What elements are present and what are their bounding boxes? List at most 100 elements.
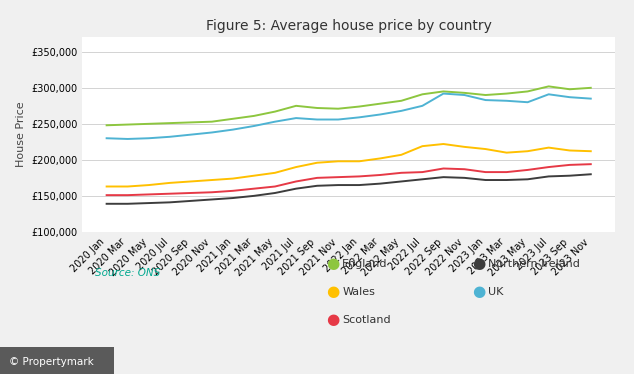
Scotland: [124, 193, 131, 197]
Text: ●: ●: [327, 312, 339, 327]
UK: [439, 91, 447, 96]
Wales: [439, 142, 447, 146]
Text: Source: ONS: Source: ONS: [95, 268, 160, 278]
Text: Figure 5: Average house price by country: Figure 5: Average house price by country: [206, 19, 491, 33]
Text: ●: ●: [472, 256, 485, 271]
Northern Ireland: [503, 178, 510, 182]
Northern Ireland: [313, 184, 321, 188]
England: [545, 84, 552, 89]
Northern Ireland: [377, 181, 384, 186]
UK: [356, 115, 363, 120]
Text: Wales: Wales: [342, 287, 375, 297]
Northern Ireland: [461, 176, 469, 180]
England: [587, 86, 595, 90]
Northern Ireland: [587, 172, 595, 177]
Wales: [187, 179, 195, 184]
Northern Ireland: [566, 174, 574, 178]
Wales: [418, 144, 426, 148]
Wales: [356, 159, 363, 163]
Wales: [461, 145, 469, 149]
UK: [250, 124, 258, 128]
Wales: [166, 181, 174, 185]
Wales: [334, 159, 342, 163]
UK: [503, 98, 510, 103]
Scotland: [313, 176, 321, 180]
UK: [398, 108, 405, 113]
Scotland: [250, 186, 258, 191]
UK: [482, 98, 489, 102]
England: [124, 122, 131, 127]
UK: [334, 117, 342, 122]
Scotland: [566, 163, 574, 167]
Northern Ireland: [208, 197, 216, 202]
Scotland: [356, 174, 363, 179]
Scotland: [271, 184, 279, 189]
Scotland: [187, 191, 195, 195]
Wales: [271, 171, 279, 175]
Line: Wales: Wales: [107, 144, 591, 187]
Wales: [503, 150, 510, 155]
UK: [545, 92, 552, 96]
UK: [587, 96, 595, 101]
Wales: [103, 184, 110, 189]
Scotland: [439, 166, 447, 171]
Wales: [545, 145, 552, 150]
UK: [166, 135, 174, 139]
Northern Ireland: [145, 201, 153, 205]
Wales: [229, 176, 236, 181]
UK: [377, 112, 384, 117]
Northern Ireland: [398, 179, 405, 184]
UK: [461, 93, 469, 97]
Wales: [566, 148, 574, 153]
Northern Ireland: [439, 175, 447, 180]
Scotland: [545, 165, 552, 169]
Wales: [208, 178, 216, 182]
Wales: [313, 160, 321, 165]
Wales: [124, 184, 131, 189]
Wales: [292, 165, 300, 169]
Text: Northern Ireland: Northern Ireland: [488, 259, 580, 269]
UK: [271, 119, 279, 124]
Northern Ireland: [292, 186, 300, 191]
England: [103, 123, 110, 128]
England: [482, 93, 489, 97]
Wales: [145, 183, 153, 187]
Scotland: [587, 162, 595, 166]
Text: Scotland: Scotland: [342, 315, 391, 325]
Line: UK: UK: [107, 94, 591, 139]
UK: [313, 117, 321, 122]
Northern Ireland: [187, 199, 195, 203]
Scotland: [377, 173, 384, 177]
Scotland: [166, 191, 174, 196]
England: [356, 104, 363, 109]
Y-axis label: House Price: House Price: [16, 102, 25, 168]
England: [461, 91, 469, 95]
Wales: [482, 147, 489, 151]
England: [166, 121, 174, 125]
England: [439, 89, 447, 94]
Northern Ireland: [482, 178, 489, 182]
Wales: [524, 149, 531, 153]
Scotland: [482, 170, 489, 174]
UK: [292, 116, 300, 120]
Text: ●: ●: [327, 256, 339, 271]
Wales: [250, 174, 258, 178]
Scotland: [208, 190, 216, 194]
Line: Scotland: Scotland: [107, 164, 591, 195]
England: [208, 119, 216, 124]
Northern Ireland: [250, 194, 258, 198]
Scotland: [229, 188, 236, 193]
Scotland: [398, 171, 405, 175]
Wales: [587, 149, 595, 153]
Scotland: [292, 179, 300, 184]
England: [271, 109, 279, 114]
Scotland: [461, 167, 469, 171]
England: [398, 98, 405, 103]
Northern Ireland: [166, 200, 174, 205]
Northern Ireland: [334, 183, 342, 187]
UK: [229, 128, 236, 132]
Northern Ireland: [418, 177, 426, 181]
Northern Ireland: [524, 177, 531, 181]
Scotland: [334, 175, 342, 180]
Text: ●: ●: [327, 284, 339, 299]
